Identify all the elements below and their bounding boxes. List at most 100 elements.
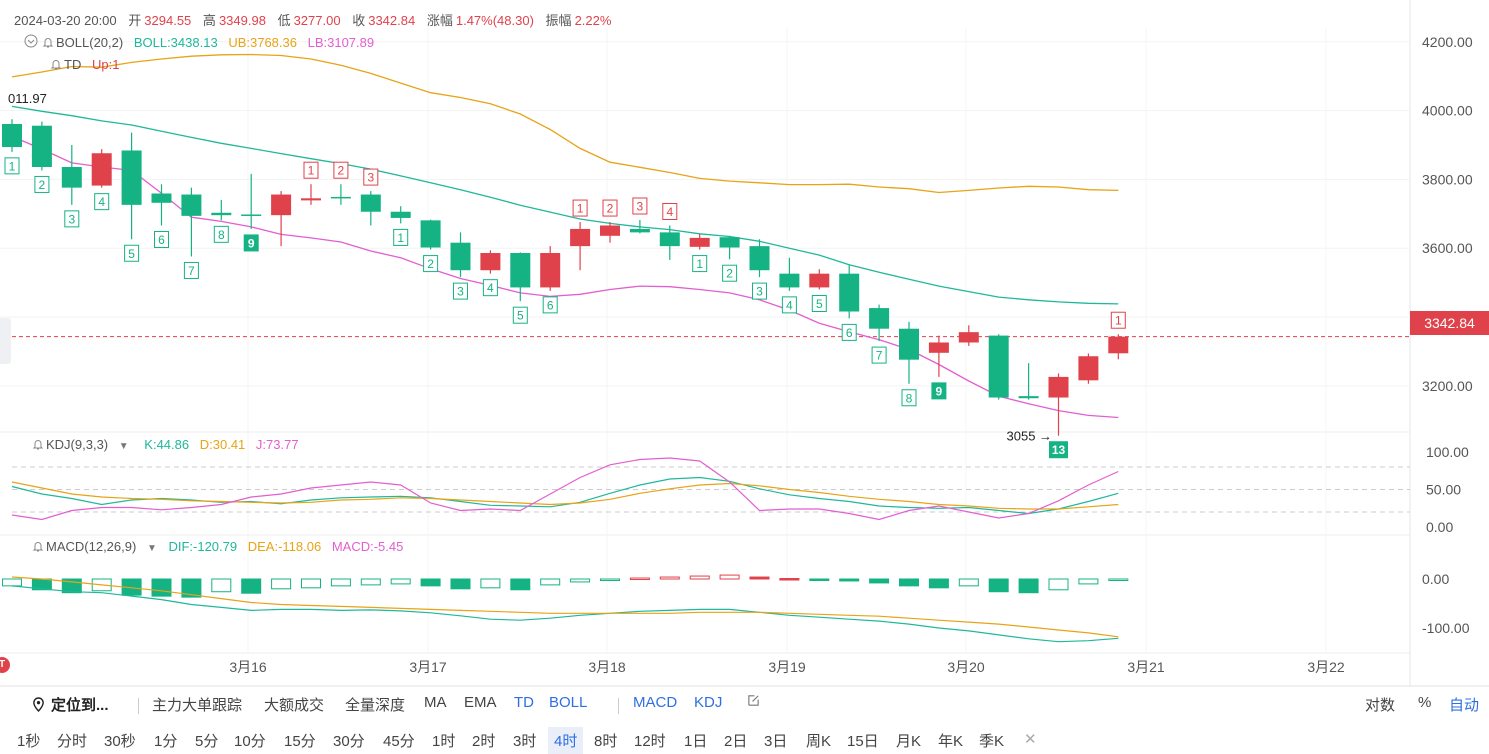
- candle-body: [330, 196, 351, 199]
- axis-labels: 4200.004000.003800.003600.003400.003200.…: [8, 34, 1473, 675]
- macd-button[interactable]: MACD: [633, 694, 678, 711]
- candle-body: [958, 332, 979, 343]
- period-11[interactable]: 3时: [513, 733, 537, 750]
- macd-dif: DIF:-120.79: [168, 539, 238, 554]
- td-sell-marker: 3: [632, 197, 648, 215]
- period-18[interactable]: 周K: [806, 733, 832, 750]
- collapse-icon[interactable]: [24, 34, 38, 48]
- td-count: 9: [936, 384, 943, 398]
- period-3[interactable]: 1分: [154, 733, 178, 750]
- price-tick-label: 3600.00: [1422, 240, 1473, 256]
- td-box: [333, 161, 349, 179]
- td-box: [423, 255, 439, 273]
- td-button[interactable]: TD: [514, 694, 534, 711]
- period-9[interactable]: 1时: [432, 733, 456, 750]
- bell-icon[interactable]: [32, 438, 44, 450]
- location-pin-icon: [33, 697, 44, 712]
- td-box: [931, 382, 947, 400]
- macd-histogram-bar: [1048, 578, 1069, 591]
- candle-body: [659, 232, 680, 247]
- period-5[interactable]: 10分: [234, 733, 266, 750]
- side-panel-handle[interactable]: [0, 318, 11, 364]
- macd-histogram-bar: [719, 574, 740, 580]
- td-legend: TD Up:1: [50, 57, 126, 72]
- td-count: 1: [9, 159, 16, 173]
- candle-body: [689, 237, 710, 247]
- period-4[interactable]: 5分: [195, 733, 219, 750]
- low-annotation: 3055 →: [1007, 429, 1053, 444]
- ema-button[interactable]: EMA: [464, 694, 497, 711]
- period-6[interactable]: 15分: [284, 733, 316, 750]
- locate-button[interactable]: 定位到...: [32, 694, 109, 715]
- period-10[interactable]: 2时: [472, 733, 496, 750]
- td-buy-marker: 9: [243, 234, 259, 252]
- macd-histogram-bar: [301, 578, 321, 589]
- period-15[interactable]: 1日: [684, 733, 708, 750]
- macd-histogram-bar: [330, 578, 351, 587]
- ma-button[interactable]: MA: [424, 694, 447, 711]
- indicator-toolbar: 定位到... 主力大单跟踪 大额成交 全量深度 MA EMA TD BOLL M…: [0, 688, 1489, 720]
- period-13[interactable]: 8时: [594, 733, 618, 750]
- auto-scale-button[interactable]: 自动: [1449, 697, 1480, 714]
- price-tick-label: 3200.00: [1422, 378, 1473, 394]
- large-trades-button[interactable]: 大额成交: [264, 697, 325, 714]
- dropdown-icon[interactable]: ▼: [146, 543, 157, 554]
- td-box: [841, 323, 857, 341]
- candle-body: [600, 225, 620, 236]
- bell-icon[interactable]: [50, 58, 62, 70]
- time-tick-label: 3月22: [1307, 659, 1345, 675]
- td-box: [1049, 441, 1068, 459]
- td-box: [393, 228, 409, 246]
- time-tick-label: 3月19: [768, 659, 806, 675]
- bell-icon[interactable]: [32, 540, 44, 552]
- td-box: [4, 157, 20, 175]
- period-1[interactable]: 分时: [57, 733, 88, 750]
- period-20[interactable]: 月K: [896, 733, 922, 750]
- kdj-button[interactable]: KDJ: [694, 694, 723, 711]
- full-depth-button[interactable]: 全量深度: [345, 697, 406, 714]
- period-7[interactable]: 30分: [333, 733, 365, 750]
- macd-histogram-bar: [420, 578, 441, 587]
- kdj-legend: KDJ(9,3,3) ▼ K:44.86 D:30.41 J:73.77: [32, 437, 306, 452]
- td-buy-marker: 8: [901, 389, 917, 407]
- candle-body: [1108, 336, 1129, 354]
- period-21[interactable]: 年K: [938, 733, 964, 750]
- candle-body: [1078, 356, 1099, 381]
- main-force-tracking-button[interactable]: 主力大单跟踪: [152, 697, 243, 714]
- grid-lines: [0, 0, 1489, 687]
- candle-body: [181, 194, 202, 216]
- td-buy-marker: 4: [482, 279, 498, 297]
- dropdown-icon[interactable]: ▼: [118, 441, 129, 452]
- percent-scale-button[interactable]: %: [1418, 694, 1432, 711]
- td-count: 3: [68, 212, 75, 226]
- period-17[interactable]: 3日: [764, 733, 788, 750]
- period-12[interactable]: 4时: [548, 727, 584, 754]
- log-scale-button[interactable]: 对数: [1365, 697, 1396, 714]
- close-icon[interactable]: ✕: [1024, 731, 1037, 748]
- td-count: 8: [218, 228, 225, 242]
- boll-upper-line: [11, 53, 1119, 194]
- period-2[interactable]: 30秒: [104, 733, 136, 750]
- period-16[interactable]: 2日: [724, 733, 748, 750]
- candle-body: [928, 342, 949, 353]
- td-box: [363, 168, 379, 186]
- period-22[interactable]: 季K: [979, 733, 1005, 750]
- period-0[interactable]: 1秒: [17, 733, 41, 750]
- td-buy-marker: 4: [94, 193, 110, 211]
- period-14[interactable]: 12时: [634, 733, 666, 750]
- period-19[interactable]: 15日: [847, 733, 879, 750]
- candle-body: [271, 194, 292, 216]
- chart-canvas[interactable]: 1 2 3 4 5 6 7 8 9 1 2 3 4 5 6 1 2 3 4 5 6 7 8 9 13 1 2 3 1 2 3 4 1 4200.…: [0, 0, 1489, 688]
- td-box: [901, 389, 917, 407]
- edit-icon[interactable]: [747, 694, 760, 711]
- td-box: [64, 210, 80, 228]
- macd-histogram-bar: [241, 578, 262, 594]
- period-8[interactable]: 45分: [383, 733, 415, 750]
- boll-button[interactable]: BOLL: [549, 694, 588, 711]
- t-badge[interactable]: T: [0, 657, 10, 673]
- kdj-tick-label: 0.00: [1426, 519, 1453, 535]
- td-buy-marker: 3: [752, 282, 767, 300]
- time-tick-label: 3月20: [947, 659, 985, 675]
- boll-legend: BOLL(20,2) BOLL:3438.13 UB:3768.36 LB:31…: [24, 34, 381, 50]
- bell-icon[interactable]: [42, 36, 54, 48]
